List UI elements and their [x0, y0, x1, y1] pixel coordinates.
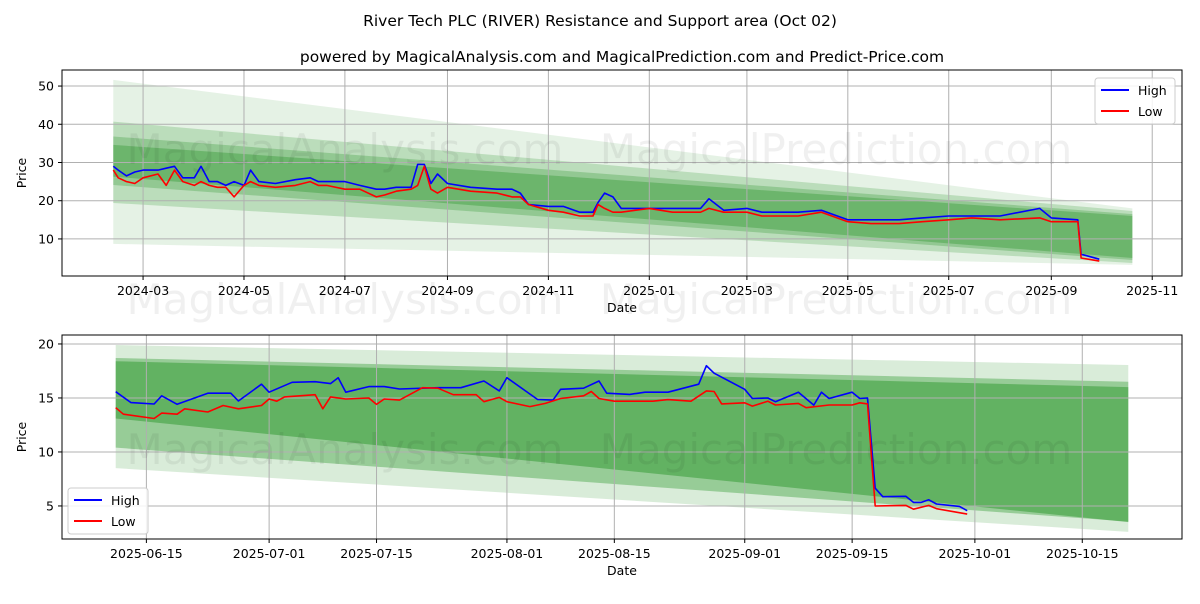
- y-tick-label: 20: [38, 336, 54, 351]
- chart-title: River Tech PLC (RIVER) Resistance and Su…: [363, 12, 837, 30]
- axes-frame: [61, 334, 1183, 540]
- watermark-text: MagicalPrediction.com: [600, 275, 1073, 324]
- series-line-low: [115, 386, 968, 515]
- x-tick-label: 2024-03: [117, 283, 169, 298]
- legend-label-low: Low: [111, 514, 136, 529]
- watermark-text: MagicalAnalysis.com: [127, 125, 564, 174]
- x-tick-label: 2025-08-01: [471, 546, 544, 561]
- x-axis-label: Date: [607, 563, 637, 578]
- x-tick-label: 2024-07: [319, 283, 371, 298]
- series-line-high: [115, 364, 968, 512]
- x-tick-label: 2025-09-15: [816, 546, 889, 561]
- x-tick-label: 2025-10-01: [939, 546, 1012, 561]
- y-tick-label: 50: [38, 79, 54, 94]
- y-tick-label: 30: [38, 155, 54, 170]
- y-tick-label: 10: [38, 231, 54, 246]
- series-line-high: [112, 163, 1100, 260]
- x-tick-label: 2025-08-15: [578, 546, 651, 561]
- y-axis-label: Price: [14, 421, 29, 452]
- legend-label-low: Low: [1138, 104, 1163, 119]
- x-axis-label: Date: [607, 300, 637, 315]
- x-tick-label: 2024-05: [218, 283, 270, 298]
- series-line-low: [112, 165, 1100, 262]
- y-tick-label: 40: [38, 117, 54, 132]
- y-tick-label: 20: [38, 193, 54, 208]
- support-resistance-band-4: [113, 144, 1133, 259]
- watermark-text: MagicalAnalysis.com: [127, 275, 564, 324]
- x-tick-label: 2025-10-15: [1046, 546, 1119, 561]
- plot-area: [62, 335, 1182, 539]
- legend-label-high: High: [1138, 83, 1167, 98]
- chart-subtitle: powered by MagicalAnalysis.com and Magic…: [300, 48, 944, 66]
- x-tick-label: 2025-09-01: [708, 546, 781, 561]
- support-resistance-band-1: [113, 79, 1133, 265]
- x-tick-label: 2024-09: [421, 283, 473, 298]
- plot-area: [62, 70, 1182, 276]
- chart-panel-2: 2025-06-15 2025-07-01 2025-07-15 2025-08-01…: [14, 334, 1183, 578]
- x-tick-label: 2025-11: [1126, 283, 1178, 298]
- legend: High Low: [1094, 77, 1176, 125]
- x-tick-label: 2025-05: [822, 283, 874, 298]
- support-resistance-band-3: [113, 136, 1133, 260]
- x-tick-label: 2025-07-01: [233, 546, 306, 561]
- chart-panel-1: 2024-03 2024-05 2024-07 2024-09 2024-11 2025-…: [14, 69, 1183, 324]
- y-tick-label: 5: [46, 498, 54, 513]
- y-axis-label: Price: [14, 157, 29, 188]
- y-tick-label: 10: [38, 444, 54, 459]
- support-resistance-band-2: [113, 121, 1133, 264]
- watermark-text: MagicalAnalysis.com: [127, 425, 564, 474]
- watermark-text: MagicalPrediction.com: [600, 425, 1073, 474]
- x-tick-label: 2025-03: [721, 283, 773, 298]
- x-tick-label: 2025-07: [923, 283, 975, 298]
- legend: High Low: [67, 487, 149, 535]
- watermark-text: MagicalPrediction.com: [600, 125, 1073, 174]
- x-tick-label: 2025-07-15: [340, 546, 413, 561]
- x-tick-label: 2025-06-15: [110, 546, 183, 561]
- y-tick-label: 15: [38, 390, 54, 405]
- legend-label-high: High: [111, 493, 140, 508]
- x-tick-label: 2024-11: [522, 283, 574, 298]
- axes-frame: [61, 69, 1183, 277]
- x-tick-label: 2025-09: [1025, 283, 1077, 298]
- x-tick-label: 2025-01: [623, 283, 675, 298]
